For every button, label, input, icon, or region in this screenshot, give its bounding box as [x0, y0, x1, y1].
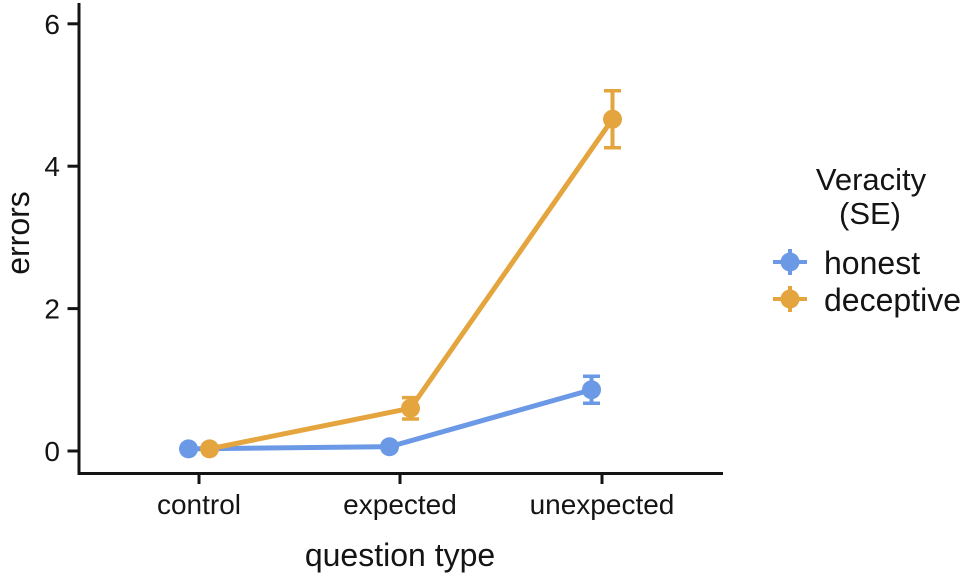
x-tick-label: control	[157, 489, 241, 520]
data-point	[582, 380, 601, 400]
x-tick-label: expected	[343, 489, 457, 520]
y-ticks: 0 2 4 6	[44, 9, 79, 467]
legend-item-label: honest	[824, 245, 920, 281]
legend-item-label: deceptive	[824, 282, 961, 318]
legend-key-point	[780, 252, 800, 272]
x-axis-title: question type	[305, 537, 495, 573]
data-point	[603, 109, 622, 129]
legend-title: Veracity	[816, 162, 927, 197]
legend-item-honest: honest	[773, 245, 920, 281]
legend-subtitle: (SE)	[839, 196, 901, 231]
data-point	[179, 439, 198, 459]
data-point	[200, 439, 219, 459]
x-ticks: control expected unexpected	[157, 473, 675, 520]
y-axis-title: errors	[0, 191, 36, 275]
data-point	[380, 437, 399, 457]
series-layer	[179, 88, 622, 459]
series-deceptive	[200, 88, 622, 459]
series-honest	[179, 374, 601, 459]
y-tick-label: 4	[44, 151, 60, 182]
y-tick-label: 6	[44, 9, 60, 40]
x-tick-label: unexpected	[530, 489, 675, 520]
legend-item-deceptive: deceptive	[773, 282, 961, 318]
y-tick-label: 0	[44, 436, 60, 467]
data-point	[401, 398, 420, 418]
y-tick-label: 2	[44, 294, 60, 325]
legend-key-point	[780, 289, 800, 309]
